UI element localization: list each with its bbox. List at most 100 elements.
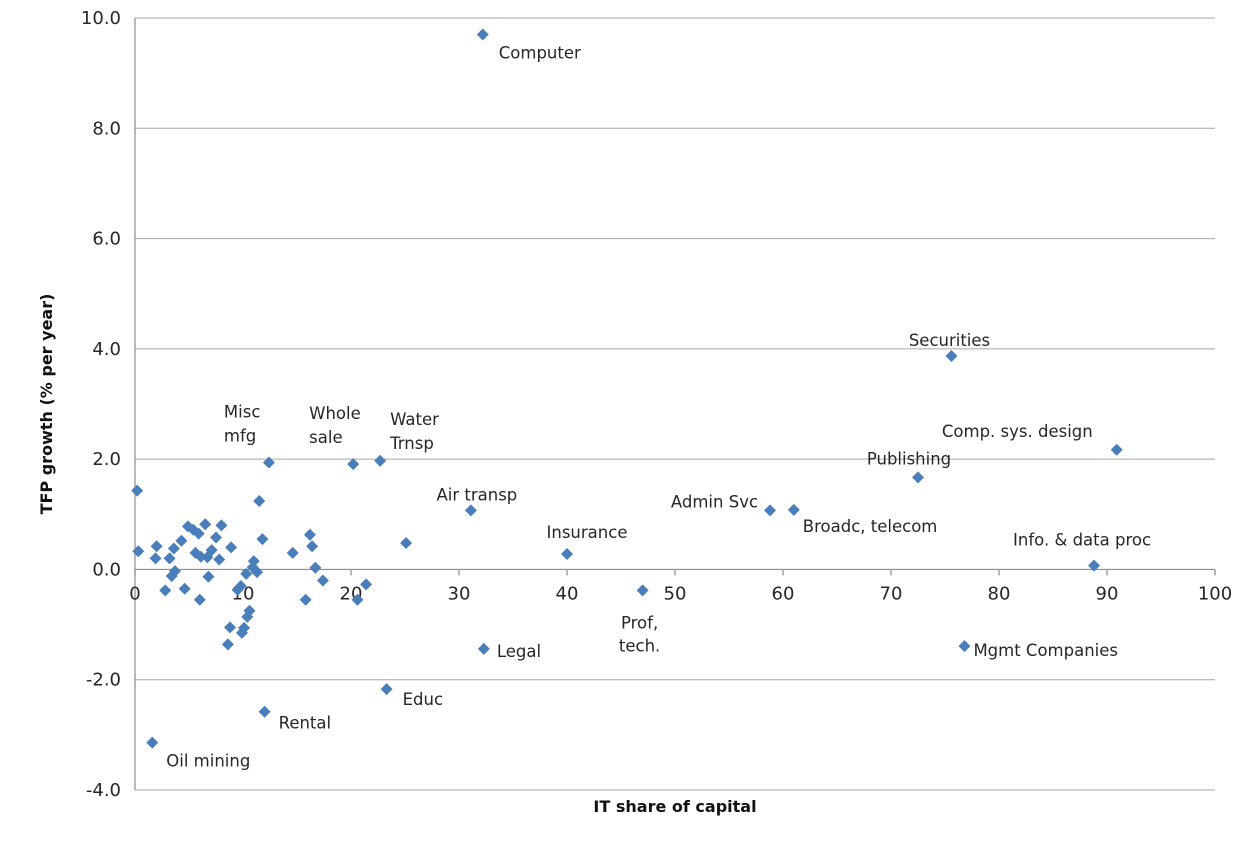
x-tick-label: 100 [1198, 583, 1232, 604]
data-point [146, 736, 159, 749]
data-point [299, 593, 312, 606]
data-point [159, 584, 172, 597]
data-point [1110, 443, 1123, 456]
data-point [234, 579, 247, 592]
y-axis-title: TFP growth (% per year) [37, 294, 56, 515]
data-point [251, 566, 264, 579]
point-label: Whole sale [309, 404, 361, 447]
gridlines [135, 17, 1215, 791]
data-point [253, 495, 266, 508]
data-point [262, 456, 275, 469]
point-label: Securities [909, 331, 990, 350]
point-label: Legal [497, 642, 541, 661]
axes [134, 18, 1216, 790]
data-point [787, 503, 800, 516]
point-label: Computer [499, 44, 581, 63]
point-label: Mgmt Companies [973, 641, 1118, 660]
data-point [192, 527, 205, 540]
x-tick-label: 70 [880, 583, 903, 604]
data-point [178, 582, 191, 595]
y-tick-label: 10.0 [81, 8, 121, 29]
data-point [351, 593, 364, 606]
y-tick-label: -4.0 [86, 780, 121, 801]
data-point [225, 541, 238, 554]
data-point [243, 604, 256, 617]
data-point [150, 540, 163, 553]
data-point [400, 536, 413, 549]
data-point [464, 504, 477, 517]
data-point [347, 458, 360, 471]
data-point [199, 518, 212, 531]
x-tick-label: 0 [129, 583, 140, 604]
data-point [958, 640, 971, 653]
data-point [224, 621, 237, 634]
data-point [149, 552, 162, 565]
data-point [213, 553, 226, 566]
data-point [636, 584, 649, 597]
y-tick-label: -2.0 [86, 670, 121, 691]
data-point [205, 544, 218, 557]
data-point [316, 574, 329, 587]
y-tick-label: 6.0 [92, 229, 121, 250]
data-point [256, 533, 269, 546]
point-label: Publishing [867, 449, 951, 468]
data-point [945, 350, 958, 363]
x-tick-label: 30 [448, 583, 471, 604]
data-point [306, 540, 319, 553]
data-point [240, 567, 253, 580]
point-label: Educ [403, 690, 443, 709]
data-point [360, 578, 373, 591]
data-point [168, 565, 181, 578]
data-points [131, 28, 1123, 749]
data-point [247, 555, 260, 568]
point-label: Insurance [547, 523, 628, 542]
point-label: Prof, tech. [619, 613, 660, 655]
point-label: Water Trnsp [389, 410, 439, 453]
x-axis-title: IT share of capital [593, 797, 756, 816]
data-point [163, 552, 176, 565]
data-point [477, 642, 490, 655]
data-point [912, 471, 924, 484]
data-point [132, 545, 145, 558]
x-tick-label: 90 [1096, 583, 1119, 604]
data-point [258, 705, 271, 718]
data-point [175, 534, 188, 547]
x-tick-label: 60 [772, 583, 795, 604]
data-point [374, 454, 387, 467]
data-point [131, 484, 144, 497]
data-point [238, 621, 251, 634]
data-point [167, 542, 180, 555]
x-tick-labels: 0 10 20 30 40 50 60 70 80 90 100 [129, 583, 1232, 604]
data-point [309, 561, 322, 574]
y-tick-label: 0.0 [92, 559, 121, 580]
data-point [221, 638, 234, 651]
data-point [202, 570, 215, 583]
data-point [215, 519, 228, 532]
data-point [380, 683, 393, 696]
x-tick-label: 40 [556, 583, 579, 604]
point-label: Oil mining [166, 752, 250, 771]
data-point [193, 593, 206, 606]
x-tick-label: 80 [988, 583, 1011, 604]
y-tick-label: 8.0 [92, 118, 121, 139]
point-label: Info. & data proc [1013, 531, 1151, 550]
point-label: Admin Svc [671, 492, 758, 511]
data-point [303, 528, 316, 541]
data-point [1088, 559, 1101, 572]
data-point [286, 546, 299, 559]
point-label: Comp. sys. design [942, 422, 1093, 441]
y-tick-labels: -4.0 -2.0 0.0 2.0 4.0 6.0 8.0 10.0 [81, 8, 121, 801]
data-point [210, 531, 222, 544]
y-tick-label: 4.0 [92, 339, 121, 360]
point-label: Air transp [436, 485, 517, 504]
point-label: Broadc, telecom [803, 517, 938, 536]
point-labels: Computer Securities Comp. sys. design Publi… [166, 44, 1151, 771]
y-tick-label: 2.0 [92, 449, 121, 470]
x-tick-label: 50 [664, 583, 687, 604]
point-label: Misc mfg [224, 402, 260, 445]
data-point [764, 504, 777, 517]
point-label: Rental [279, 714, 332, 733]
data-point [476, 28, 489, 41]
data-point [561, 547, 573, 560]
